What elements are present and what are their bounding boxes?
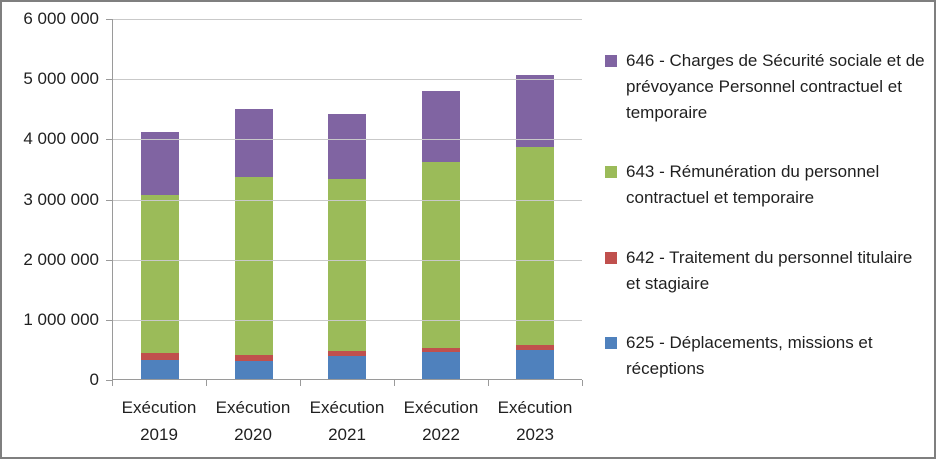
x-axis-label: Exécution 2022 bbox=[403, 398, 479, 444]
bar-segment bbox=[516, 147, 555, 346]
gridline bbox=[113, 259, 582, 261]
gridline bbox=[113, 319, 582, 321]
gridline bbox=[113, 139, 582, 141]
legend: 646 - Charges de Sécurité sociale et de … bbox=[605, 48, 931, 382]
gridline bbox=[113, 79, 582, 81]
legend-swatch bbox=[605, 166, 617, 179]
y-tick bbox=[106, 380, 112, 381]
bar-segment bbox=[328, 356, 367, 379]
bar-segment bbox=[140, 352, 179, 361]
legend-swatch bbox=[605, 251, 617, 264]
bar-segment bbox=[516, 345, 555, 351]
plot-area bbox=[112, 19, 582, 380]
bar-segment bbox=[328, 178, 367, 351]
x-axis-labels: Exécution 2019 Exécution 2020 Exécution 20… bbox=[112, 394, 582, 448]
stacked-bar bbox=[234, 108, 273, 379]
bar-segment bbox=[422, 351, 461, 379]
x-axis-label: Exécution 2019 bbox=[121, 398, 197, 444]
x-axis-label: Exécution 2023 bbox=[497, 398, 573, 444]
x-tick bbox=[582, 380, 583, 386]
bar-slot bbox=[394, 19, 488, 379]
bar-segment bbox=[516, 74, 555, 148]
bars-layer bbox=[113, 19, 582, 379]
y-tick-label: 6 000 000 bbox=[23, 9, 99, 28]
y-tick-label: 2 000 000 bbox=[23, 249, 99, 269]
legend-swatch bbox=[605, 336, 617, 349]
bar-segment bbox=[234, 108, 273, 178]
x-tick bbox=[206, 380, 207, 386]
bar-segment bbox=[234, 354, 273, 361]
bar-slot bbox=[301, 19, 395, 379]
y-tick bbox=[106, 259, 112, 261]
bar-segment bbox=[516, 350, 555, 379]
gridline bbox=[113, 19, 582, 20]
x-axis-label: Exécution 2020 bbox=[215, 398, 291, 444]
bar-segment bbox=[422, 347, 461, 352]
y-tick-label: 1 000 000 bbox=[23, 309, 99, 329]
legend-swatch bbox=[605, 55, 617, 67]
bar-segment bbox=[140, 131, 179, 195]
legend-item: 625 - Déplacements, missions et réceptio… bbox=[605, 330, 931, 382]
legend-label: 625 - Déplacements, missions et réceptio… bbox=[626, 332, 873, 378]
bar-segment bbox=[140, 360, 179, 379]
y-tick bbox=[106, 319, 112, 321]
bar-slot bbox=[488, 19, 582, 379]
bar-segment bbox=[234, 177, 273, 355]
stacked-bar bbox=[140, 131, 179, 379]
x-tick bbox=[488, 380, 489, 386]
legend-label: 646 - Charges de Sécurité sociale et de … bbox=[626, 51, 925, 122]
x-tick bbox=[394, 380, 395, 386]
bar-segment bbox=[140, 194, 179, 353]
y-tick-label: 3 000 000 bbox=[23, 189, 99, 209]
stacked-bar bbox=[328, 113, 367, 379]
gridline bbox=[113, 199, 582, 201]
legend-item: 643 - Rémunération du personnel contract… bbox=[605, 159, 931, 211]
y-tick bbox=[106, 139, 112, 141]
y-tick bbox=[106, 199, 112, 201]
bar-segment bbox=[422, 161, 461, 348]
y-axis-labels: 0 1 000 000 2 000 000 3 000 000 4 000 000 5 0… bbox=[2, 9, 99, 389]
bar-slot bbox=[113, 19, 207, 379]
x-tick bbox=[112, 380, 113, 386]
bar-segment bbox=[234, 360, 273, 379]
bar-segment bbox=[422, 91, 461, 162]
stacked-bar bbox=[422, 91, 461, 379]
legend-label: 643 - Rémunération du personnel contract… bbox=[626, 162, 880, 208]
legend-item: 642 - Traitement du personnel titulaire … bbox=[605, 245, 931, 297]
y-tick-label: 4 000 000 bbox=[23, 129, 99, 149]
bar-segment bbox=[328, 113, 367, 179]
y-tick bbox=[106, 79, 112, 81]
y-tick bbox=[106, 19, 112, 20]
legend-label: 642 - Traitement du personnel titulaire … bbox=[626, 247, 913, 293]
y-tick-label: 5 000 000 bbox=[23, 69, 99, 89]
stacked-bar bbox=[516, 74, 555, 379]
y-tick-label: 0 bbox=[89, 370, 99, 389]
bar-slot bbox=[207, 19, 301, 379]
x-tick bbox=[300, 380, 301, 386]
legend-item: 646 - Charges de Sécurité sociale et de … bbox=[605, 48, 931, 126]
x-axis-label: Exécution 2021 bbox=[309, 398, 385, 444]
bar-segment bbox=[328, 350, 367, 357]
